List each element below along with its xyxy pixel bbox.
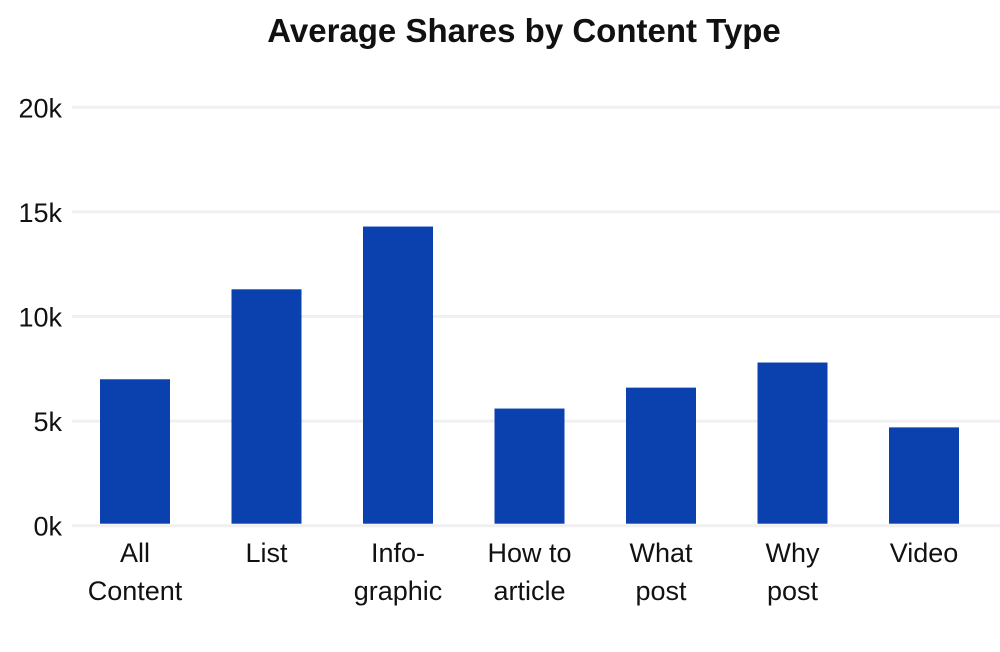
x-tick-label: Why post [766, 538, 821, 606]
x-tick-label-line: How to [487, 538, 571, 568]
x-tick-label-line: All [120, 538, 150, 568]
x-tick-label: What post [629, 538, 693, 606]
x-tick-label-line: Video [890, 538, 959, 568]
x-tick-label: How to article [487, 538, 571, 606]
x-tick-label-line: Why [766, 538, 821, 568]
bar [757, 362, 828, 524]
bar [363, 226, 433, 524]
x-tick-label: Info-graphic [354, 538, 443, 606]
y-tick-label: 5k [33, 407, 62, 437]
y-tick-label: 15k [18, 198, 62, 228]
x-tick-label-line: Info- [371, 538, 425, 568]
chart-title: Average Shares by Content Type [267, 12, 780, 49]
x-tick-label: List [245, 538, 288, 568]
y-tick-label: 20k [18, 93, 62, 123]
x-tick-label-line: Content [88, 576, 183, 606]
bar [231, 289, 302, 524]
bar [100, 379, 170, 524]
x-tick-label-line: graphic [354, 576, 443, 606]
x-tick-label-line: article [493, 576, 565, 606]
y-tick-label: 10k [18, 303, 62, 333]
x-tick-label-line: List [245, 538, 288, 568]
bar [494, 408, 565, 524]
bar [626, 387, 696, 524]
y-tick-label: 0k [33, 512, 62, 542]
x-tick-label-line: What [629, 538, 693, 568]
x-tick-label: Video [890, 538, 959, 568]
x-tick-label-line: post [767, 576, 819, 606]
bar [889, 427, 959, 524]
x-tick-label-line: post [635, 576, 687, 606]
x-tick-label: All Content [88, 538, 183, 606]
